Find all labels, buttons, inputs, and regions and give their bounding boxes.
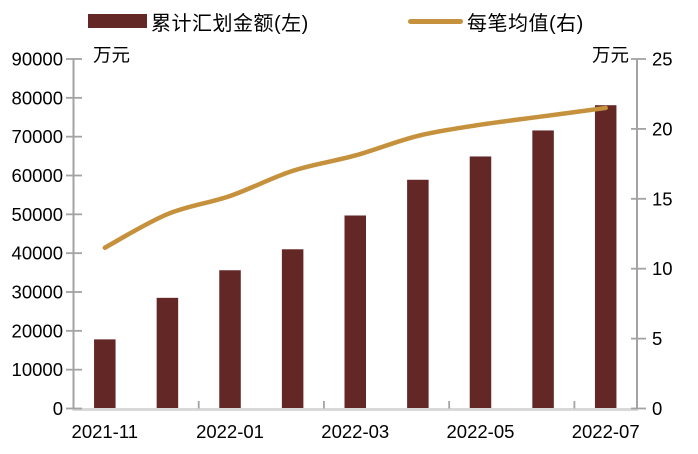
left-axis-tick-label: 20000: [12, 320, 63, 341]
right-axis-tick-label: 20: [652, 118, 673, 139]
right-axis-unit-label: 万元: [592, 44, 629, 65]
x-axis-tick-label: 2022-07: [572, 421, 640, 442]
bar: [94, 339, 116, 409]
right-axis-tick-label: 10: [652, 258, 673, 279]
right-axis-tick-label: 5: [652, 328, 662, 349]
right-axis-tick-label: 0: [652, 398, 662, 419]
right-axis-tick-label: 25: [652, 48, 673, 69]
right-axis-tick-label: 15: [652, 188, 673, 209]
bar: [532, 130, 554, 409]
bar-series-swatch-icon: [88, 14, 147, 28]
left-axis-tick-label: 70000: [12, 126, 63, 147]
trend-line: [102, 105, 608, 250]
bar: [156, 297, 179, 409]
legend-item-line-series: 每笔均值(右): [408, 9, 584, 35]
bar-series-label: 累计汇划金额(左): [151, 12, 309, 35]
bar: [594, 105, 617, 409]
left-axis-tick-label: 0: [53, 398, 63, 419]
left-axis-tick-label: 60000: [12, 165, 63, 186]
left-axis-tick-label: 40000: [12, 243, 63, 264]
x-axis-tick-label: 2021-11: [72, 421, 139, 442]
bar: [469, 156, 492, 409]
x-axis-tick-label: 2022-01: [196, 421, 264, 442]
left-axis-tick-label: 30000: [12, 281, 63, 302]
left-axis-tick-label: 80000: [12, 87, 63, 108]
bar: [281, 249, 304, 409]
line-series-swatch-icon: [408, 18, 463, 24]
line-series-label: 每笔均值(右): [467, 12, 584, 35]
legend-item-bar-series: 累计汇划金额(左): [88, 9, 309, 35]
left-axis-unit-label: 万元: [93, 44, 130, 65]
left-axis-tick-label: 50000: [12, 204, 63, 225]
x-axis-tick-label: 2022-03: [321, 421, 389, 442]
left-axis-tick-label: 90000: [12, 48, 63, 69]
left-axis-tick-label: 10000: [12, 359, 63, 380]
bar: [407, 179, 429, 409]
bar: [219, 270, 241, 409]
bar: [344, 215, 366, 409]
x-axis-tick-label: 2022-05: [447, 421, 515, 442]
